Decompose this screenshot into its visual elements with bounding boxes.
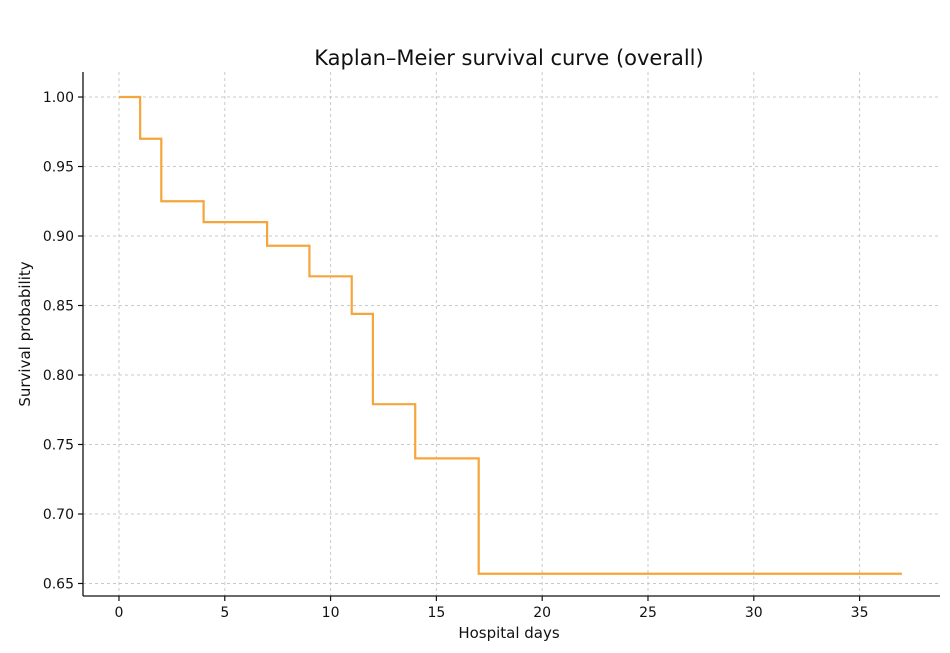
x-tick-label-2: 10 (322, 605, 340, 621)
chart-title: Kaplan–Meier survival curve (overall) (314, 46, 703, 70)
y-axis-label: Survival probability (16, 261, 34, 406)
y-tick-label-2: 0.75 (43, 437, 74, 453)
ticks: 0 5 10 15 20 25 30 35 0.65 0.70 0.75 0.80 0.85 0.90 0.… (43, 90, 869, 621)
y-tick-label-5: 0.90 (43, 229, 74, 245)
x-tick-label-6: 30 (745, 605, 763, 621)
x-tick-label-7: 35 (851, 605, 869, 621)
y-tick-label-1: 0.70 (43, 507, 74, 523)
y-tick-label-6: 0.95 (43, 160, 74, 176)
axes (82, 72, 940, 597)
x-axis-label: Hospital days (458, 624, 560, 642)
y-tick-label-4: 0.85 (43, 299, 74, 315)
x-tick-label-4: 20 (533, 605, 551, 621)
x-tick-label-1: 5 (220, 605, 229, 621)
x-tick-label-5: 25 (639, 605, 657, 621)
x-tick-label-0: 0 (115, 605, 124, 621)
x-tick-label-3: 15 (427, 605, 445, 621)
grid (83, 72, 940, 596)
survival-curve-0 (118, 95, 902, 575)
y-tick-label-3: 0.80 (43, 368, 74, 384)
series (118, 95, 902, 575)
y-tick-label-0: 0.65 (43, 576, 74, 592)
y-tick-label-7: 1.00 (43, 90, 74, 106)
